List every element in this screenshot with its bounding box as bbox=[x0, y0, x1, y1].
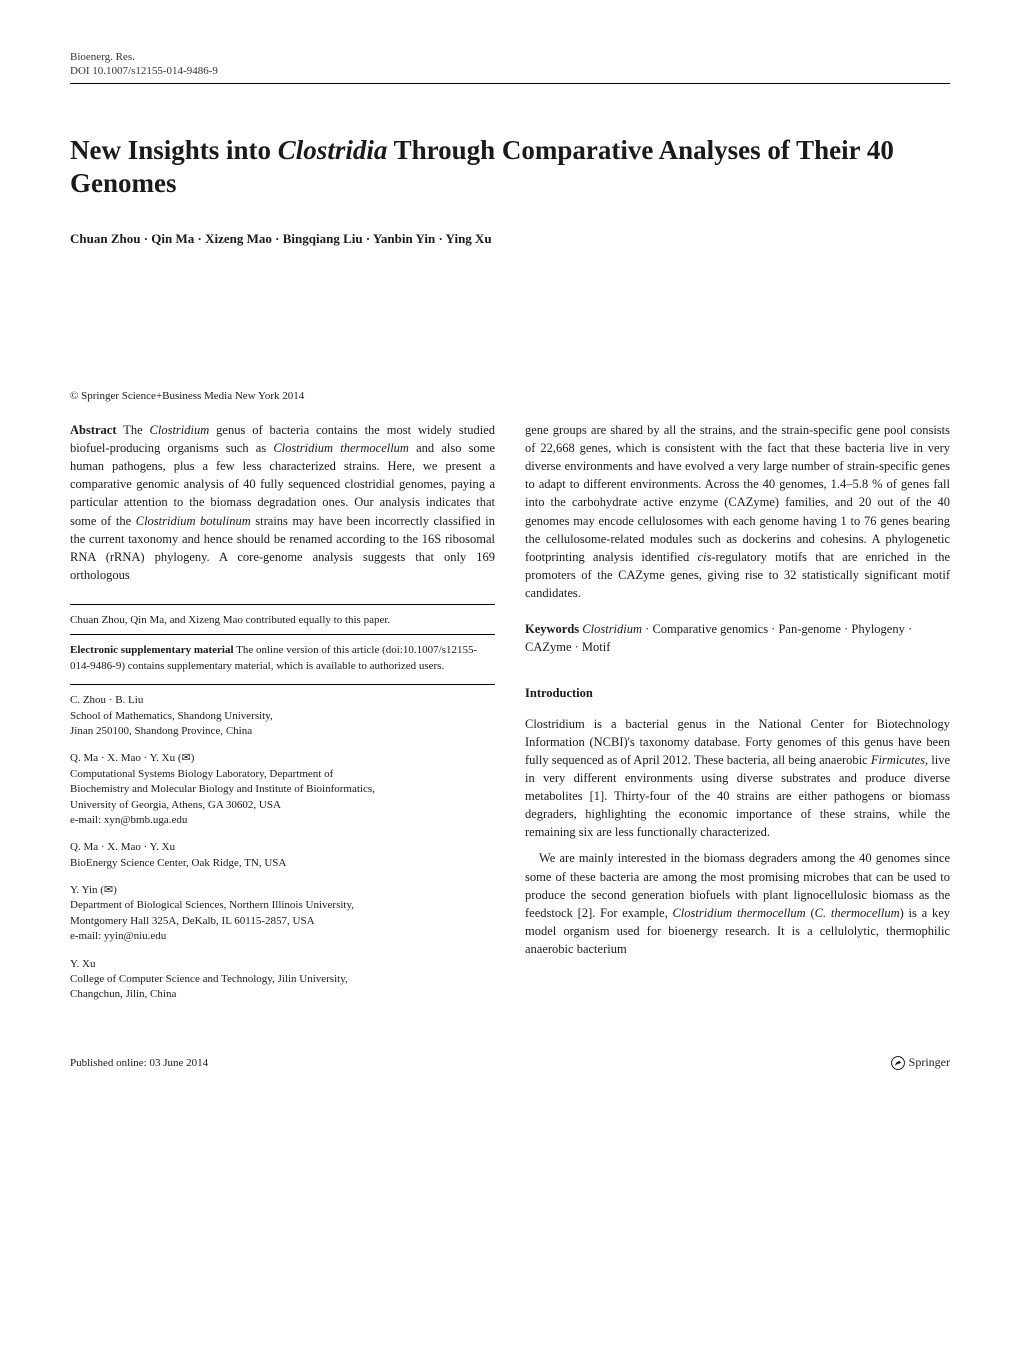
affil-line: e-mail: yyin@niu.edu bbox=[70, 929, 495, 944]
affil-line: Changchun, Jilin, China bbox=[70, 987, 495, 1002]
right-column: gene groups are shared by all the strain… bbox=[525, 421, 950, 1015]
affil-names: Q. Ma · X. Mao · Y. Xu bbox=[70, 840, 495, 855]
footnote-rule-3 bbox=[70, 684, 495, 685]
affil-line: College of Computer Science and Technolo… bbox=[70, 972, 495, 987]
affil-line: e-mail: xyn@bmb.uga.edu bbox=[70, 813, 495, 828]
springer-horse-icon bbox=[891, 1056, 905, 1070]
author-list: Chuan Zhou · Qin Ma · Xizeng Mao · Bingq… bbox=[70, 229, 950, 249]
abstract-italic: Clostridium botulinum bbox=[136, 514, 251, 528]
affil-line: School of Mathematics, Shandong Universi… bbox=[70, 709, 495, 724]
keywords-label: Keywords bbox=[525, 622, 579, 636]
affiliation-block: Q. Ma · X. Mao · Y. Xu BioEnergy Science… bbox=[70, 840, 495, 871]
abstract-right: gene groups are shared by all the strain… bbox=[525, 421, 950, 602]
introduction-body: Clostridium is a bacterial genus in the … bbox=[525, 715, 950, 959]
affiliation-block: Q. Ma · X. Mao · Y. Xu (✉) Computational… bbox=[70, 751, 495, 828]
esm-label: Electronic supplementary material bbox=[70, 644, 234, 656]
intro-italic: C. thermocellum bbox=[815, 906, 900, 920]
affil-line: Biochemistry and Molecular Biology and I… bbox=[70, 782, 495, 797]
affil-names: Y. Yin (✉) bbox=[70, 883, 495, 898]
springer-logo: Springer bbox=[891, 1055, 950, 1071]
abstract-italic: Clostridium bbox=[150, 423, 210, 437]
affil-line: Montgomery Hall 325A, DeKalb, IL 60115-2… bbox=[70, 914, 495, 929]
article-title: New Insights into Clostridia Through Com… bbox=[70, 134, 950, 202]
page-footer: Published online: 03 June 2014 Springer bbox=[70, 1055, 950, 1071]
copyright: © Springer Science+Business Media New Yo… bbox=[70, 389, 950, 403]
affil-names: Q. Ma · X. Mao · Y. Xu (✉) bbox=[70, 751, 495, 766]
intro-text: ( bbox=[806, 906, 815, 920]
intro-italic: Firmicutes bbox=[871, 753, 925, 767]
contribution-footnote: Chuan Zhou, Qin Ma, and Xizeng Mao contr… bbox=[70, 613, 495, 628]
publisher-name: Springer bbox=[909, 1055, 950, 1071]
affil-line: Computational Systems Biology Laboratory… bbox=[70, 767, 495, 782]
footnote-rule-1 bbox=[70, 604, 495, 605]
published-online: Published online: 03 June 2014 bbox=[70, 1056, 208, 1070]
doi: DOI 10.1007/s12155-014-9486-9 bbox=[70, 64, 218, 78]
affil-line: BioEnergy Science Center, Oak Ridge, TN,… bbox=[70, 856, 495, 871]
abstract-left: Abstract The Clostridium genus of bacter… bbox=[70, 421, 495, 584]
affil-names: Y. Xu bbox=[70, 957, 495, 972]
abstract-italic: Clostridium thermocellum bbox=[273, 441, 409, 455]
affil-names: C. Zhou · B. Liu bbox=[70, 693, 495, 708]
title-pre: New Insights into bbox=[70, 135, 278, 165]
header-rule bbox=[70, 83, 950, 84]
running-head: Bioenerg. Res. DOI 10.1007/s12155-014-94… bbox=[70, 50, 950, 79]
left-column: Abstract The Clostridium genus of bacter… bbox=[70, 421, 495, 1015]
affiliation-block: C. Zhou · B. Liu School of Mathematics, … bbox=[70, 693, 495, 739]
keyword-italic: Clostridium bbox=[582, 622, 642, 636]
affil-line: Jinan 250100, Shandong Province, China bbox=[70, 724, 495, 739]
abstract-text: gene groups are shared by all the strain… bbox=[525, 423, 950, 564]
abstract-italic: cis bbox=[697, 550, 711, 564]
affil-line: Department of Biological Sciences, North… bbox=[70, 898, 495, 913]
keywords: Keywords Clostridium · Comparative genom… bbox=[525, 620, 950, 656]
intro-italic: Clostridium thermocellum bbox=[672, 906, 805, 920]
affil-line: University of Georgia, Athens, GA 30602,… bbox=[70, 798, 495, 813]
abstract-text: The bbox=[117, 423, 150, 437]
journal-name: Bioenerg. Res. bbox=[70, 50, 218, 64]
abstract-label: Abstract bbox=[70, 423, 117, 437]
esm-footnote: Electronic supplementary material The on… bbox=[70, 643, 495, 674]
affiliation-block: Y. Yin (✉) Department of Biological Scie… bbox=[70, 883, 495, 945]
title-italic: Clostridia bbox=[278, 135, 388, 165]
two-column-body: Abstract The Clostridium genus of bacter… bbox=[70, 421, 950, 1015]
introduction-heading: Introduction bbox=[525, 684, 950, 702]
affiliation-block: Y. Xu College of Computer Science and Te… bbox=[70, 957, 495, 1003]
footnote-rule-2 bbox=[70, 634, 495, 635]
